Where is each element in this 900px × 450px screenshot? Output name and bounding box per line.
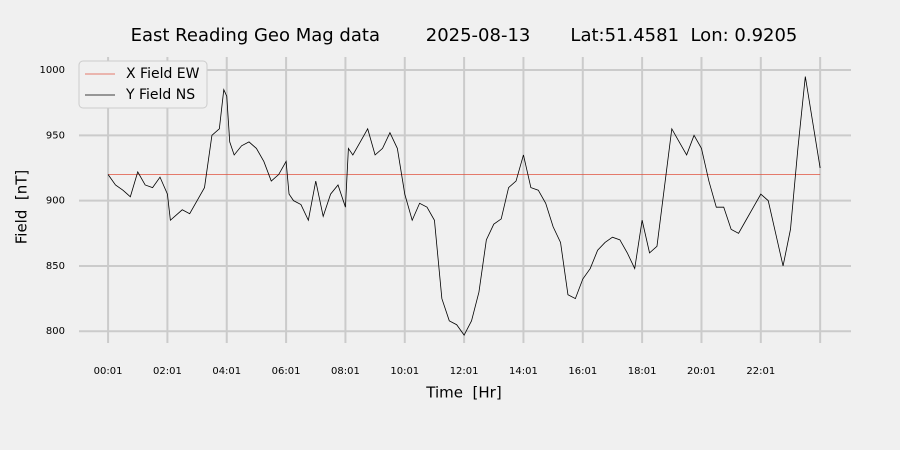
x-tick-label: 10:01 [390,366,419,377]
legend-box [78,60,208,109]
y-axis-label: Field [nT] [13,170,31,245]
x-axis-label: Time [Hr] [425,384,501,402]
x-tick-label: 08:01 [331,366,360,377]
data-line [107,76,821,336]
x-tick-label: 18:01 [628,366,657,377]
x-tick-label: 20:01 [687,366,716,377]
y-tick-label: 950 [46,130,65,141]
x-tick-label: 06:01 [272,366,301,377]
x-tick-label: 02:01 [153,366,182,377]
x-tick-label: 12:01 [450,366,479,377]
y-tick-label: 900 [46,196,65,207]
y-tick-label: 1000 [40,65,65,76]
x-tick-label: 00:01 [94,366,123,377]
chart-title: East Reading Geo Mag data 2025-08-13 Lat… [131,25,798,46]
x-tick-label: 04:01 [212,366,241,377]
y-tick-label: 800 [46,326,65,337]
legend-label: X Field EW [126,66,200,82]
x-tick-label: 16:01 [568,366,597,377]
x-tick-label: 14:01 [509,366,538,377]
legend-label: Y Field NS [125,87,195,103]
y-tick-label: 850 [46,261,65,272]
x-tick-label: 22:01 [746,366,775,377]
